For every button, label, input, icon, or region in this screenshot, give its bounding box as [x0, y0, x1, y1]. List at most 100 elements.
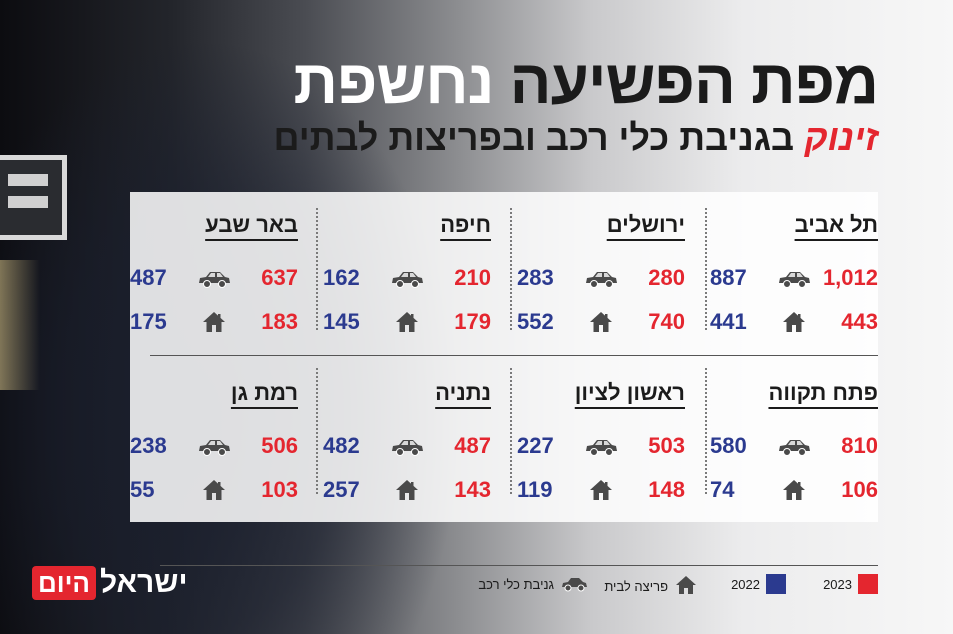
main-title: מפת הפשיעה נחשפת: [293, 52, 879, 114]
car-icon: [387, 432, 427, 460]
house-icon: [774, 476, 814, 504]
house-icon: [387, 308, 427, 336]
city-name: תל אביב: [794, 212, 878, 237]
value-2023: 210: [454, 265, 491, 290]
house-burglary-row: 148 119: [509, 468, 685, 512]
car-theft-row: 1,012 887: [702, 256, 878, 300]
value-2022: 227: [517, 433, 554, 458]
city-block: נתניה 487 482 143 257: [315, 380, 491, 502]
car-theft-row: 503 227: [509, 424, 685, 468]
column-divider: [316, 208, 318, 330]
value-2022: 580: [710, 433, 747, 458]
legend-2023: 2023: [823, 574, 878, 594]
subtitle-text: בגניבת כלי רכב ובפריצות לבתים: [273, 117, 795, 158]
value-2022: 162: [323, 265, 360, 290]
city-name: באר שבע: [205, 212, 298, 237]
value-2022: 175: [130, 309, 167, 334]
city-block: באר שבע 637 487 183 175: [122, 212, 298, 334]
window-stripe: [8, 174, 48, 186]
value-2022: 257: [323, 477, 360, 502]
value-2023: 148: [648, 477, 685, 502]
house-burglary-row: 143 257: [315, 468, 491, 512]
value-2022: 55: [130, 477, 155, 502]
value-2022: 487: [130, 265, 167, 290]
footer-divider: [160, 565, 878, 566]
car-theft-row: 810 580: [702, 424, 878, 468]
house-burglary-row: 740 552: [509, 300, 685, 344]
car-icon: [194, 264, 234, 292]
value-2023: 183: [261, 309, 298, 334]
car-theft-row: 280 283: [509, 256, 685, 300]
stats-panel: [130, 192, 878, 522]
city-block: ירושלים 280 283 740 552: [509, 212, 685, 334]
legend-swatch-2023: [858, 574, 878, 594]
house-burglary-row: 103 55: [122, 468, 298, 512]
house-icon: [194, 476, 234, 504]
car-theft-row: 210 162: [315, 256, 491, 300]
car-theft-row: 637 487: [122, 256, 298, 300]
value-2023: 740: [648, 309, 685, 334]
window-stripe: [8, 196, 48, 208]
city-block: תל אביב 1,012 887 443 441: [702, 212, 878, 334]
value-2022: 74: [710, 477, 735, 502]
title-part-1: מפת הפשיעה: [509, 48, 879, 117]
house-icon: [674, 574, 698, 599]
city-name: חיפה: [440, 212, 491, 237]
value-2023: 179: [454, 309, 491, 334]
value-2023: 637: [261, 265, 298, 290]
car-icon: [774, 432, 814, 460]
city-block: רמת גן 506 238 103 55: [122, 380, 298, 502]
city-name: פתח תקווה: [768, 380, 878, 405]
column-divider: [705, 208, 707, 330]
city-block: ראשון לציון 503 227 148 119: [509, 380, 685, 502]
house-burglary-row: 179 145: [315, 300, 491, 344]
value-2022: 145: [323, 309, 360, 334]
house-burglary-row: 443 441: [702, 300, 878, 344]
value-2023: 506: [261, 433, 298, 458]
publisher-logo: ישראל היום: [32, 566, 188, 600]
value-2023: 103: [261, 477, 298, 502]
title-part-2: נחשפת: [293, 48, 494, 117]
column-divider: [510, 208, 512, 330]
value-2023: 280: [648, 265, 685, 290]
subtitle: זינוק בגניבת כלי רכב ובפריצות לבתים: [274, 118, 879, 158]
background-building-window: [0, 155, 67, 240]
house-icon: [581, 308, 621, 336]
legend-house: פריצה לבית: [604, 574, 698, 599]
car-icon: [194, 432, 234, 460]
legend-label-2022: 2022: [731, 576, 760, 592]
value-2022: 119: [517, 477, 553, 502]
value-2022: 887: [710, 265, 747, 290]
value-2022: 552: [517, 309, 554, 334]
column-divider: [316, 368, 318, 494]
value-2023: 503: [648, 433, 685, 458]
house-burglary-row: 183 175: [122, 300, 298, 344]
background-light: [0, 260, 40, 390]
value-2022: 238: [130, 433, 167, 458]
car-theft-row: 487 482: [315, 424, 491, 468]
house-burglary-row: 106 74: [702, 468, 878, 512]
value-2023: 810: [841, 433, 878, 458]
house-icon: [581, 476, 621, 504]
house-icon: [387, 476, 427, 504]
value-2022: 441: [710, 309, 747, 334]
city-name: רמת גן: [230, 380, 298, 405]
city-name: ראשון לציון: [574, 380, 685, 405]
car-icon: [387, 264, 427, 292]
value-2023: 1,012: [822, 265, 878, 290]
legend-swatch-2022: [766, 574, 786, 594]
city-name: ירושלים: [606, 212, 685, 237]
value-2023: 106: [841, 477, 878, 502]
column-divider: [510, 368, 512, 494]
subtitle-highlight: זינוק: [804, 117, 878, 158]
value-2023: 143: [454, 477, 491, 502]
value-2022: 482: [323, 433, 360, 458]
value-2023: 487: [454, 433, 491, 458]
value-2023: 443: [841, 309, 878, 334]
value-2022: 283: [517, 265, 554, 290]
legend-label-house: פריצה לבית: [604, 579, 668, 594]
car-icon: [560, 574, 588, 595]
column-divider: [705, 368, 707, 494]
car-icon: [581, 432, 621, 460]
logo-main-text: ישראל: [100, 566, 188, 599]
